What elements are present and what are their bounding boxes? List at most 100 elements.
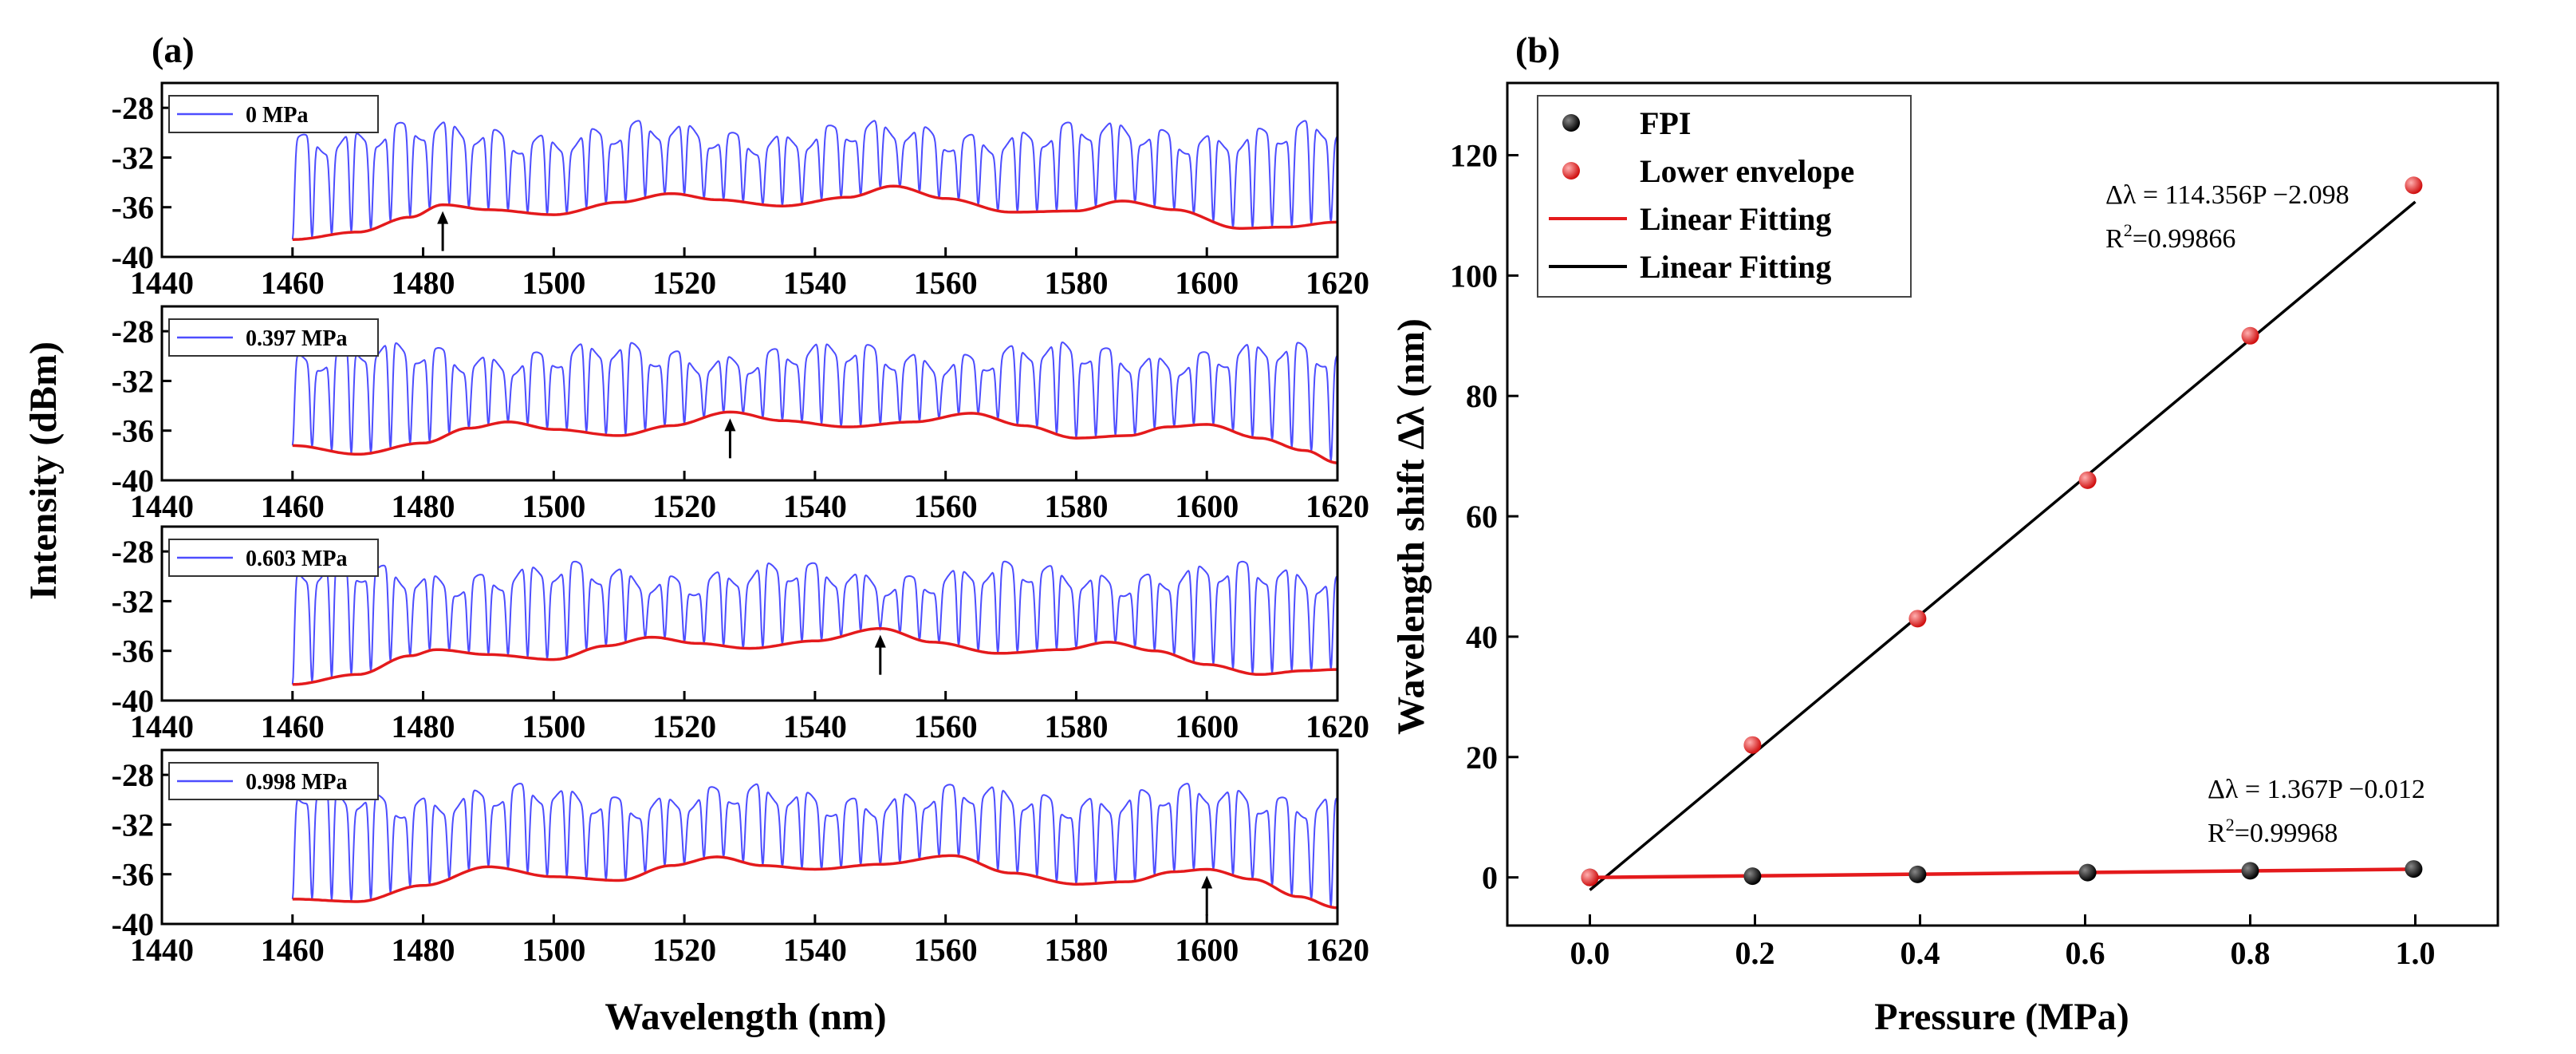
x-tick-label-2-9: 1620 (1306, 709, 1369, 744)
legend-label-3: 0.998 MPa (246, 770, 348, 795)
panel-label-b: (b) (1515, 30, 1560, 70)
legend-box-0 (168, 95, 379, 133)
x-tick-label-3-9: 1620 (1306, 932, 1369, 968)
x-tick-label-3-1: 1460 (261, 932, 325, 968)
b-x-tick-label-3: 0.6 (2066, 935, 2105, 971)
fpi-point-1 (1743, 867, 1762, 886)
x-tick-label-2-0: 1440 (130, 709, 194, 744)
x-tick-label-3-7: 1580 (1044, 932, 1108, 968)
r2-value: =0.99968 (2235, 819, 2338, 848)
x-tick-label-2-3: 1500 (522, 709, 585, 744)
y-tick-label-0-1: -32 (112, 140, 154, 176)
arrow-head-3 (1201, 875, 1213, 889)
y-tick-label-2-1: -32 (112, 583, 154, 619)
envelope-line-2 (292, 626, 1337, 686)
subplot-frame-2 (160, 525, 1339, 702)
arrow-head-0 (437, 211, 449, 224)
lower-envelope-point-4 (2241, 326, 2259, 345)
y-tick-label-2-2: -36 (112, 634, 154, 669)
b-y-tick-label-4: 80 (1466, 378, 1498, 414)
legend-label-0: 0 MPa (246, 103, 309, 128)
x-tick-label-0-9: 1620 (1306, 265, 1369, 301)
spectrum-line-1 (291, 341, 1338, 462)
x-tick-label-2-1: 1460 (261, 709, 325, 744)
lower-envelope-point-5 (2405, 176, 2423, 195)
x-tick-label-0-7: 1580 (1044, 265, 1108, 301)
x-tick-label-0-2: 1480 (392, 265, 455, 301)
fpi-point-5 (2405, 860, 2423, 878)
b-y-tick-label-3: 60 (1466, 499, 1498, 535)
legend-label-1: 0.397 MPa (246, 326, 348, 351)
y-tick-label-3-3: -40 (112, 906, 154, 942)
x-tick-label-0-8: 1600 (1175, 265, 1239, 301)
b-x-tick-label-2: 0.4 (1900, 935, 1940, 971)
subplot-frame-3 (160, 748, 1339, 926)
b-x-tick-label-4: 0.8 (2231, 935, 2271, 971)
panel-b-ylabel: Wavelength shift Δλ (nm) (1390, 318, 1432, 735)
x-tick-label-0-1: 1460 (261, 265, 325, 301)
b-y-tick-label-0: 0 (1482, 860, 1498, 896)
b-y-tick-label-6: 120 (1450, 138, 1498, 174)
x-tick-label-2-4: 1520 (652, 709, 716, 744)
b-x-tick-label-1: 0.2 (1735, 935, 1775, 971)
y-tick-label-3-2: -36 (112, 857, 154, 893)
envelope-line-0 (292, 184, 1338, 241)
x-tick-label-3-5: 1540 (783, 932, 847, 968)
envelope-line-1 (292, 410, 1338, 464)
panel-b: 0 20 40 60 80 100 120 0.0 0.2 0.4 0.6 0.8 1.0 FPI Lowe… (1450, 81, 2499, 971)
y-tick-label-0-3: -40 (112, 239, 154, 275)
r2-superscript: 2 (2226, 815, 2235, 835)
panel-a-ylabel: Intensity (dBm) (22, 341, 65, 600)
x-tick-label-0-0: 1440 (130, 265, 194, 301)
x-tick-label-1-5: 1540 (783, 488, 847, 524)
arrow-head-1 (724, 418, 736, 432)
lower-envelope-point-3 (2078, 471, 2097, 489)
fpi-point-3 (2078, 863, 2097, 882)
lower-envelope-point-2 (1908, 610, 1927, 628)
legend-marker-1 (1562, 162, 1580, 180)
r2-symbol: R (2105, 224, 2124, 254)
spectrum-line-3 (291, 783, 1338, 907)
x-tick-label-2-2: 1480 (392, 709, 455, 744)
lower-envelope-point-0 (1581, 868, 1599, 886)
x-tick-label-2-7: 1580 (1044, 709, 1108, 744)
r2-symbol: R (2208, 819, 2226, 848)
x-tick-label-1-0: 1440 (130, 488, 194, 524)
fpi-point-4 (2241, 862, 2259, 880)
y-tick-label-2-0: -28 (112, 534, 154, 570)
arrow-head-2 (874, 634, 886, 648)
legend-label-b-3: Linear Fitting (1640, 249, 1831, 285)
subplot-frame-1 (160, 305, 1339, 482)
fpi-point-2 (1908, 865, 1927, 883)
spectrum-line-2 (291, 560, 1338, 685)
b-y-tick-label-1: 20 (1466, 740, 1498, 776)
fit-equation-1: Δλ = 1.367P −0.012 (2208, 775, 2425, 804)
x-tick-label-0-4: 1520 (652, 265, 716, 301)
subplot-frame-0 (160, 81, 1339, 259)
panel-label-a: (a) (152, 30, 195, 70)
spectrum-line-0 (291, 120, 1338, 240)
x-tick-label-3-8: 1600 (1175, 932, 1239, 968)
legend-label-2: 0.603 MPa (246, 547, 348, 571)
x-tick-label-0-6: 1560 (914, 265, 978, 301)
x-tick-label-3-2: 1480 (392, 932, 455, 968)
y-tick-label-0-0: -28 (112, 90, 154, 126)
r2-value: =0.99866 (2133, 224, 2236, 254)
x-tick-label-1-6: 1560 (914, 488, 978, 524)
fit-line-0 (1589, 200, 2416, 891)
fit-equation-0: Δλ = 114.356P −2.098 (2105, 180, 2350, 210)
fit-line-1 (1589, 867, 2416, 879)
x-tick-label-0-5: 1540 (783, 265, 847, 301)
panel-a-xlabel: Wavelength (nm) (605, 996, 886, 1038)
x-tick-label-0-3: 1500 (522, 265, 585, 301)
panel-b-legend-box (1537, 95, 1912, 298)
y-tick-label-1-0: -28 (112, 314, 154, 349)
x-tick-label-1-9: 1620 (1306, 488, 1369, 524)
y-tick-label-2-3: -40 (112, 683, 154, 719)
x-tick-label-3-6: 1560 (914, 932, 978, 968)
